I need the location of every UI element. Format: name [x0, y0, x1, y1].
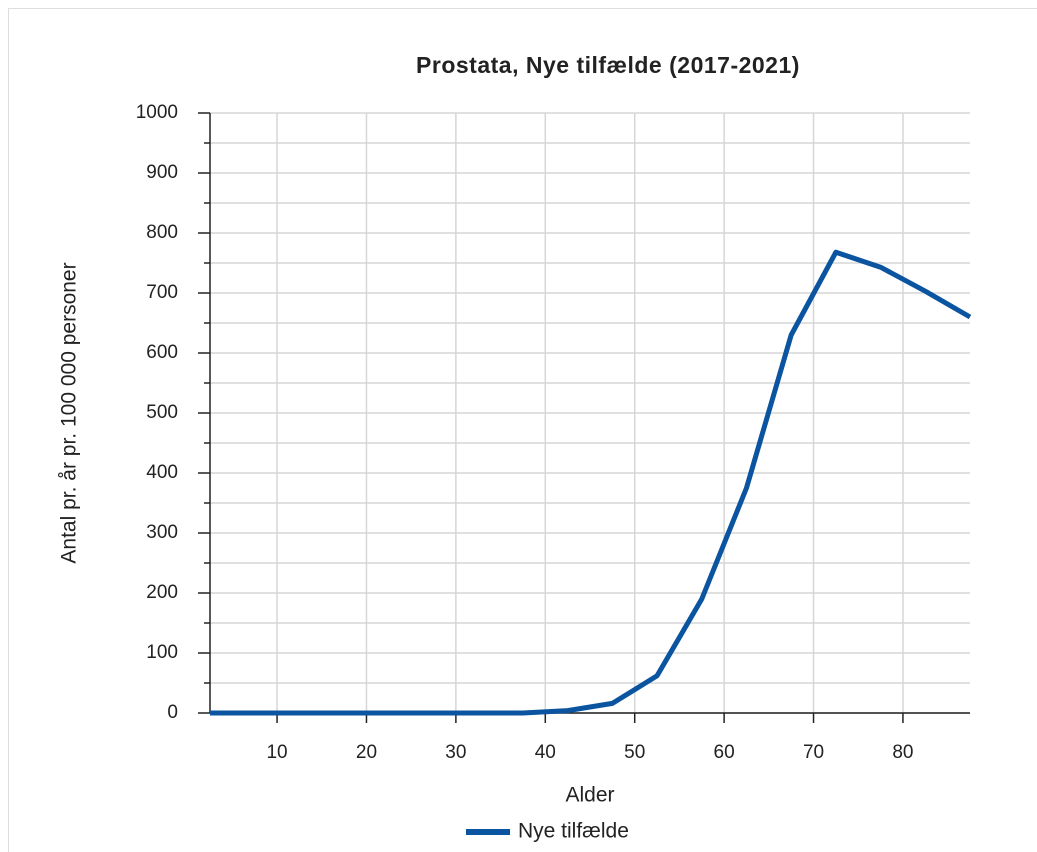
y-tick-label: 200: [146, 582, 178, 603]
frame: [8, 8, 1037, 852]
x-tick-label: 60: [714, 742, 735, 763]
y-tick-label: 400: [146, 462, 178, 483]
x-tick-label: 10: [266, 742, 287, 763]
y-tick-label: 0: [167, 702, 178, 723]
x-tick-label: 80: [892, 742, 913, 763]
y-axis-label: Antal pr. år pr. 100 000 personer: [58, 262, 81, 563]
x-tick-label: 20: [356, 742, 377, 763]
y-tick-label: 900: [146, 162, 178, 183]
legend-label: Nye tilfælde: [518, 820, 629, 843]
x-tick-label: 70: [803, 742, 824, 763]
x-tick-label: 50: [624, 742, 645, 763]
x-tick-label: 40: [535, 742, 556, 763]
y-tick-label: 800: [146, 222, 178, 243]
y-tick-label: 1000: [136, 102, 178, 123]
y-tick-label: 500: [146, 402, 178, 423]
chart-title: Prostata, Nye tilfælde (2017-2021): [416, 52, 800, 78]
y-tick-label: 100: [146, 642, 178, 663]
y-tick-label: 700: [146, 282, 178, 303]
y-tick-label: 600: [146, 342, 178, 363]
series-line: [210, 249, 972, 716]
x-axis-label: Alder: [565, 784, 614, 807]
x-tick-label: 30: [445, 742, 466, 763]
y-tick-label: 300: [146, 522, 178, 543]
